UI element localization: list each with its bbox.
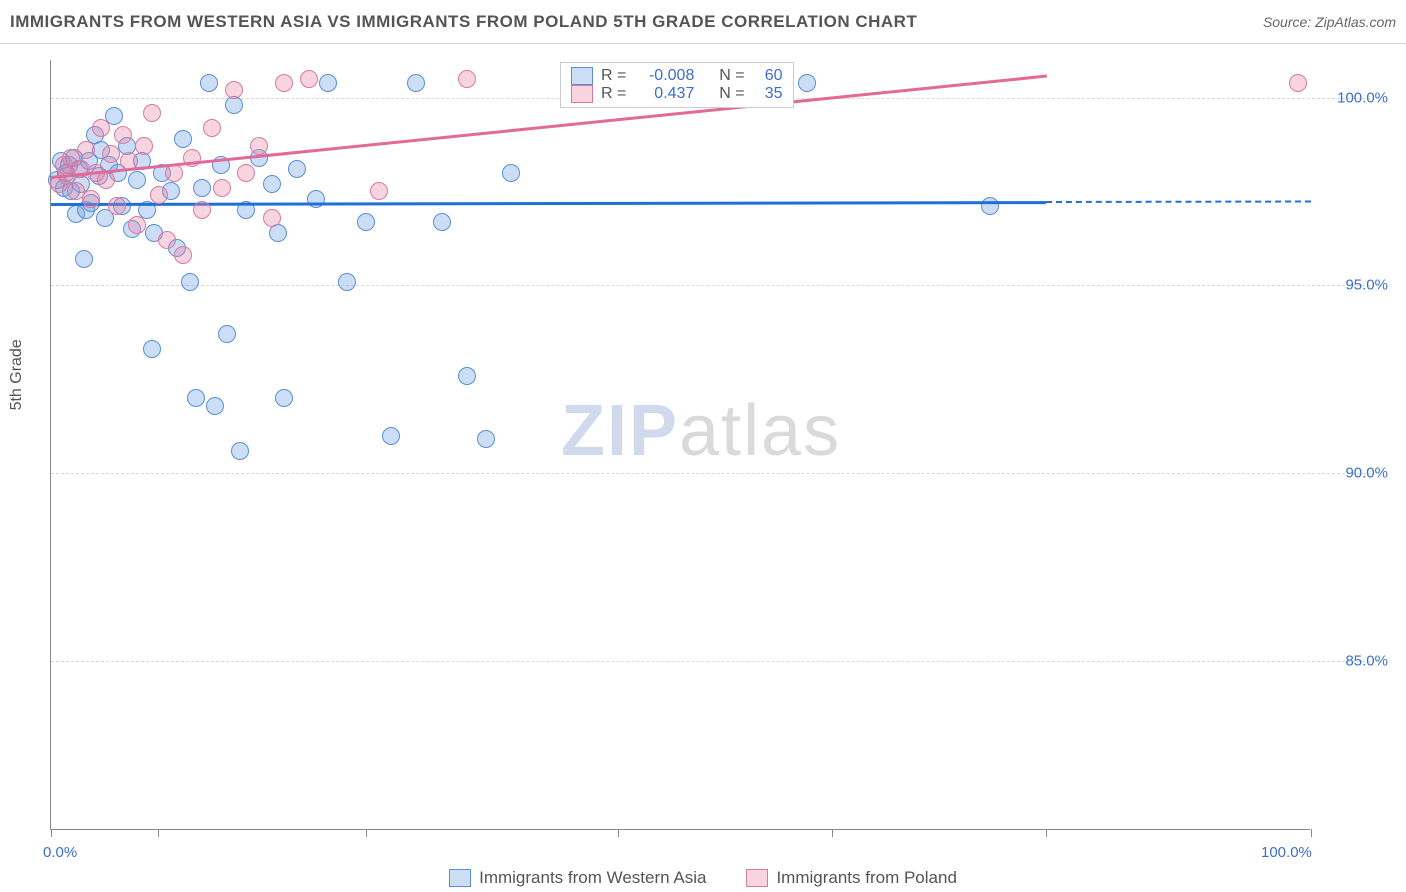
legend-series-name: Immigrants from Western Asia (479, 868, 706, 888)
scatter-point-poland (114, 126, 132, 144)
x-tick (158, 829, 159, 837)
gridline (51, 473, 1370, 474)
correlation-legend: R = -0.008 N = 60 R = 0.437 N = 35 (560, 62, 794, 108)
legend-r-value: 0.437 (634, 85, 694, 103)
scatter-point-western_asia (200, 74, 218, 92)
scatter-point-poland (150, 186, 168, 204)
scatter-point-western_asia (458, 367, 476, 385)
scatter-point-poland (97, 171, 115, 189)
scatter-point-western_asia (75, 250, 93, 268)
x-tick (832, 829, 833, 837)
scatter-point-poland (203, 119, 221, 137)
scatter-point-western_asia (382, 427, 400, 445)
scatter-point-western_asia (798, 74, 816, 92)
scatter-point-western_asia (407, 74, 425, 92)
scatter-point-western_asia (357, 213, 375, 231)
y-tick-label: 95.0% (1318, 277, 1388, 294)
legend-swatch (571, 85, 593, 103)
scatter-point-poland (143, 104, 161, 122)
scatter-point-poland (275, 74, 293, 92)
scatter-point-poland (370, 182, 388, 200)
legend-swatch (746, 869, 768, 887)
y-tick-label: 90.0% (1318, 465, 1388, 482)
legend-item-western_asia: Immigrants from Western Asia (449, 868, 706, 888)
scatter-plot-area: ZIPatlas 85.0%90.0%95.0%100.0%0.0%100.0% (50, 60, 1310, 830)
scatter-point-poland (300, 70, 318, 88)
scatter-point-poland (458, 70, 476, 88)
y-tick-label: 100.0% (1318, 89, 1388, 106)
scatter-point-western_asia (193, 179, 211, 197)
gridline (51, 661, 1370, 662)
scatter-point-western_asia (128, 171, 146, 189)
x-tick (1046, 829, 1047, 837)
scatter-point-poland (237, 164, 255, 182)
scatter-point-poland (193, 201, 211, 219)
legend-row-poland: R = 0.437 N = 35 (571, 85, 783, 103)
scatter-point-poland (128, 216, 146, 234)
scatter-point-western_asia (338, 273, 356, 291)
legend-n-label: N = (719, 85, 744, 103)
scatter-point-western_asia (319, 74, 337, 92)
scatter-point-western_asia (187, 389, 205, 407)
x-tick-label: 100.0% (1261, 844, 1312, 861)
legend-series-name: Immigrants from Poland (776, 868, 956, 888)
x-tick (618, 829, 619, 837)
scatter-point-western_asia (181, 273, 199, 291)
legend-row-western_asia: R = -0.008 N = 60 (571, 67, 783, 85)
scatter-point-poland (213, 179, 231, 197)
x-tick (51, 829, 52, 837)
title-bar: IMMIGRANTS FROM WESTERN ASIA VS IMMIGRAN… (0, 0, 1406, 44)
legend-r-value: -0.008 (634, 67, 694, 85)
scatter-point-poland (135, 137, 153, 155)
legend-n-label: N = (719, 67, 744, 85)
legend-r-label: R = (601, 67, 626, 85)
watermark-atlas: atlas (679, 391, 841, 471)
scatter-point-poland (108, 197, 126, 215)
scatter-point-western_asia (174, 130, 192, 148)
scatter-point-western_asia (307, 190, 325, 208)
scatter-point-western_asia (231, 442, 249, 460)
chart-title: IMMIGRANTS FROM WESTERN ASIA VS IMMIGRAN… (10, 12, 917, 32)
scatter-point-poland (263, 209, 281, 227)
scatter-point-western_asia (502, 164, 520, 182)
scatter-point-poland (1289, 74, 1307, 92)
scatter-point-western_asia (263, 175, 281, 193)
legend-swatch (571, 67, 593, 85)
trend-line-poland (51, 75, 1047, 179)
scatter-point-poland (102, 145, 120, 163)
scatter-point-western_asia (275, 389, 293, 407)
legend-n-value: 35 (753, 85, 783, 103)
scatter-point-western_asia (288, 160, 306, 178)
y-tick-label: 85.0% (1318, 652, 1388, 669)
x-tick-label: 0.0% (43, 844, 77, 861)
scatter-point-poland (77, 141, 95, 159)
scatter-point-western_asia (218, 325, 236, 343)
scatter-point-western_asia (433, 213, 451, 231)
scatter-point-poland (250, 137, 268, 155)
x-tick (366, 829, 367, 837)
source-label: Source: ZipAtlas.com (1263, 14, 1396, 30)
gridline (51, 285, 1370, 286)
scatter-point-western_asia (143, 340, 161, 358)
scatter-point-poland (82, 190, 100, 208)
watermark-zip: ZIP (561, 391, 679, 471)
scatter-point-poland (225, 81, 243, 99)
legend-swatch (449, 869, 471, 887)
legend-r-label: R = (601, 85, 626, 103)
watermark: ZIPatlas (561, 390, 841, 472)
x-tick (1311, 829, 1312, 837)
legend-n-value: 60 (753, 67, 783, 85)
scatter-point-poland (158, 231, 176, 249)
series-legend: Immigrants from Western Asia Immigrants f… (0, 868, 1406, 888)
scatter-point-poland (174, 246, 192, 264)
scatter-point-western_asia (981, 197, 999, 215)
scatter-point-western_asia (206, 397, 224, 415)
trend-line-dash-western_asia (1046, 200, 1311, 202)
y-axis-label: 5th Grade (8, 339, 26, 410)
scatter-point-poland (92, 119, 110, 137)
legend-item-poland: Immigrants from Poland (746, 868, 956, 888)
scatter-point-western_asia (477, 430, 495, 448)
